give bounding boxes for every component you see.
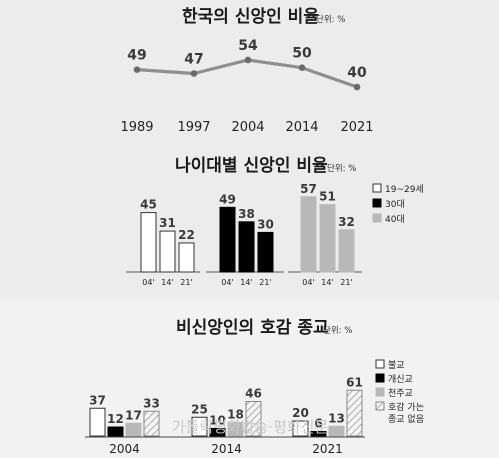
chart2-bar (238, 221, 255, 273)
chart3-legend-swatch (375, 373, 385, 383)
chart2-x-tick: 04' (142, 278, 154, 287)
chart3-data-label: 25 (191, 402, 208, 416)
chart3-bar (346, 389, 363, 437)
chart2-bar (338, 229, 355, 273)
chart3-bar (245, 401, 262, 437)
chart2-bar (140, 212, 157, 273)
chart2-data-label: 51 (319, 190, 336, 204)
chart2-unit: 단위: % (327, 163, 356, 174)
chart3-legend-swatch (375, 387, 385, 397)
chart2-x-tick: 04' (302, 278, 314, 287)
chart2-bar (178, 242, 195, 273)
chart2-data-label: 57 (300, 182, 317, 196)
chart3-bar (89, 407, 106, 437)
chart3-data-label: 46 (245, 387, 262, 401)
chart3-data-label: 61 (346, 375, 363, 389)
chart1-point (353, 83, 361, 91)
chart2-bar (159, 230, 176, 273)
chart2-x-tick: 14' (321, 278, 333, 287)
watermark: 가톨릭평화방송·평화신문 (172, 418, 329, 436)
chart2-x-tick: 14' (240, 278, 252, 287)
chart1-x-tick: 2021 (340, 120, 373, 135)
chart1-title: 한국의 신앙인 비율 (182, 7, 319, 27)
chart2-legend-swatch (372, 183, 382, 193)
chart2-legend-label: 19~29세 (385, 184, 424, 195)
chart3-unit: 단위: % (323, 325, 352, 336)
chart3-bar (227, 422, 244, 437)
chart3-data-label: 6 (314, 417, 322, 431)
chart2-bar (319, 204, 336, 273)
chart2-bar (219, 206, 236, 273)
chart2-x-tick: 21' (340, 278, 352, 287)
chart1-data-label: 54 (238, 38, 258, 54)
chart1-data-label: 49 (127, 48, 146, 64)
chart3-plot: 2004 2014 2021 37 25 20 12 10 6 17 18 13 33 46 61 불교개신교… (85, 359, 424, 456)
chart3-data-label: 17 (125, 408, 142, 422)
chart3-data-label: 33 (143, 396, 160, 410)
chart1-point (190, 70, 198, 77)
chart2-data-label: 32 (338, 215, 355, 229)
chart2-bar (300, 196, 317, 273)
chart3-bar (191, 416, 208, 437)
chart3-x-tick: 2014 (211, 442, 242, 456)
chart3-legend-swatch (375, 401, 385, 411)
chart2-plot: 45 04' 31 14' 22 21' 49 04' 38 14' 30 21' 57 04' 51 14'… (126, 182, 424, 287)
chart2-x-tick: 04' (221, 278, 233, 287)
chart2-data-label: 22 (178, 228, 195, 242)
chart-nonbeliever-preferred-religion: 비신앙인의 호감 종교 단위: % 2004 2014 2021 37 25 20 12 10… (85, 318, 424, 456)
chart-believer-rate: 한국의 신앙인 비율 단위: % 49 1989 47 1997 54 2004 50 201… (120, 7, 373, 135)
chart3-data-label: 37 (89, 393, 106, 407)
chart1-data-label: 40 (347, 65, 367, 81)
chart1-x-tick: 1989 (120, 120, 153, 135)
chart3-legend-label: 개신교 (388, 374, 413, 385)
chart3-title: 비신앙인의 호감 종교 (176, 318, 329, 338)
chart2-x-tick: 14' (161, 278, 173, 287)
chart3-bar (125, 422, 142, 437)
chart1-x-tick: 1997 (177, 120, 210, 135)
chart3-bar (143, 410, 160, 437)
chart1-unit: 단위: % (316, 14, 345, 25)
chart2-data-label: 49 (219, 192, 236, 206)
chart2-data-label: 31 (159, 216, 176, 230)
chart-age-believer-rate: 나이대별 신앙인 비율 단위: % 45 04' 31 14' 22 21' 49 04' 38… (126, 156, 424, 287)
chart1-point (133, 66, 141, 73)
chart3-data-label: 13 (328, 411, 345, 425)
chart1-point (298, 64, 306, 71)
chart1-x-tick: 2014 (285, 120, 318, 135)
chart3-data-label: 20 (292, 406, 309, 420)
chart3-legend-label: 호감 가는 (388, 401, 424, 413)
chart2-data-label: 38 (238, 207, 255, 221)
chart2-x-tick: 21' (180, 278, 192, 287)
chart3-x-tick: 2021 (312, 442, 343, 456)
chart1-data-label: 47 (184, 51, 203, 67)
chart1-data-label: 50 (292, 46, 312, 62)
chart2-data-label: 30 (257, 217, 274, 231)
chart3-legend-label: 불교 (388, 360, 405, 371)
chart3-data-label: 12 (107, 412, 124, 426)
chart2-bar (257, 231, 274, 273)
chart3-legend-label: 천주교 (388, 388, 413, 399)
chart1-point (244, 56, 252, 64)
chart2-legend-swatch (372, 213, 382, 223)
chart3-legend-swatch (375, 359, 385, 369)
chart2-legend-label: 30대 (385, 199, 405, 210)
chart3-bar (209, 428, 226, 437)
chart3-data-label: 18 (227, 408, 244, 422)
chart2-title: 나이대별 신앙인 비율 (175, 156, 328, 176)
chart1-plot: 49 1989 47 1997 54 2004 50 2014 40 2021 (120, 38, 373, 135)
chart1-x-tick: 2004 (231, 120, 264, 135)
chart3-bar (328, 425, 345, 437)
chart3-legend-label: 종교 없음 (388, 414, 424, 425)
chart3-data-label: 10 (209, 414, 226, 428)
chart2-data-label: 45 (140, 198, 157, 212)
chart3-bar (107, 426, 124, 437)
chart2-legend-label: 40대 (385, 214, 405, 225)
chart3-bar (292, 420, 309, 437)
chart3-bar (310, 431, 327, 437)
chart2-x-tick: 21' (259, 278, 271, 287)
chart2-legend-swatch (372, 198, 382, 208)
chart3-x-tick: 2004 (109, 442, 140, 456)
